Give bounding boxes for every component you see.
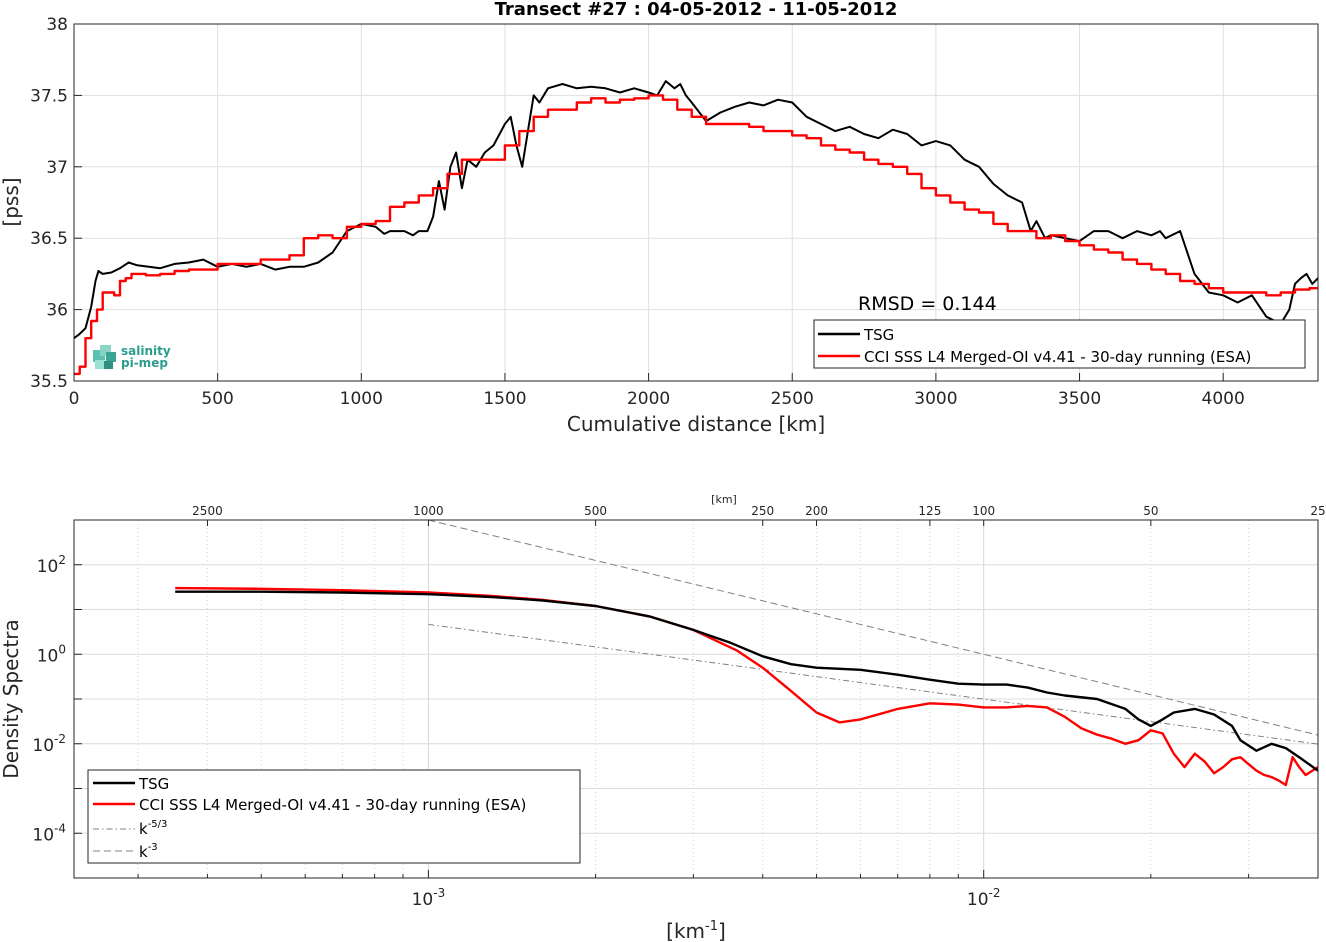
bottom-legend-box: [87, 769, 581, 864]
top-series-group: [73, 80, 1319, 376]
bottom-tick-label-y-base: 10: [37, 646, 59, 666]
top-tick-label-y: 36: [46, 301, 68, 321]
bottom-tick-label-x-base: 10: [412, 890, 434, 910]
bottom-tick-label-y: 10-2: [32, 732, 66, 756]
bottom-legend: TSG CCI SSS L4 Merged-OI v4.41 - 30-day …: [87, 769, 581, 864]
bottom-series-line-k53: [428, 623, 1318, 745]
bottom-top-tick-label: 125: [918, 504, 941, 518]
rmsd-annotation: RMSD = 0.144: [858, 293, 997, 315]
bottom-tick-label-x: 10-2: [967, 886, 1001, 910]
top-tick-label-x: 0: [69, 389, 80, 409]
bottom-tick-label-y-exp: 2: [58, 553, 66, 567]
top-plot-frame: [73, 23, 1319, 382]
top-tick-label-x: 500: [201, 389, 233, 409]
bottom-series-group: [175, 520, 1318, 787]
bottom-y-axis-label: Density Spectra: [0, 619, 23, 778]
bottom-tick-label-y-base: 10: [37, 557, 59, 577]
top-legend-label-cci: CCI SSS L4 Merged-OI v4.41 - 30-day runn…: [864, 348, 1251, 366]
bottom-legend-label-k3: k-3: [139, 842, 158, 861]
top-tick-label-x: 4000: [1202, 389, 1245, 409]
bottom-tick-label-x-exp: -3: [433, 886, 445, 900]
top-tick-label-y: 38: [46, 15, 68, 35]
bottom-top-tick-label: 2500: [192, 504, 223, 518]
bottom-top-tick-label: 100: [972, 504, 995, 518]
top-legend-label-tsg: TSG: [863, 326, 894, 344]
bottom-top-tick-label: 500: [584, 504, 607, 518]
top-x-axis-label: Cumulative distance [km]: [567, 412, 825, 436]
legend-k3-base: k: [139, 843, 148, 861]
bottom-legend-label-tsg: TSG: [138, 775, 169, 793]
bottom-tick-label-y: 102: [37, 553, 66, 577]
logo-cubes-icon: [93, 345, 116, 369]
top-chart: 0 500 1000 1500 2000 2500 3000 3500 4000 35.5 36 36…: [0, 0, 1319, 436]
bottom-tick-label-y: 100: [37, 642, 66, 666]
bottom-tick-label-y: 10-4: [32, 821, 66, 845]
salinity-pi-mep-logo: salinity pi-mep: [93, 344, 171, 370]
top-series-line-cci: [74, 94, 1318, 376]
bottom-top-tick-label: 25: [1310, 504, 1325, 518]
top-tick-label-x: 2000: [627, 389, 670, 409]
top-legend: TSG CCI SSS L4 Merged-OI v4.41 - 30-day …: [813, 319, 1306, 369]
bottom-x-axis-label-base: [km: [666, 919, 705, 942]
bottom-series-line-k3: [428, 520, 1318, 736]
legend-k3-sup: -3: [148, 842, 158, 853]
top-tick-label-x: 3000: [914, 389, 957, 409]
top-tick-label-y: 37: [46, 158, 68, 178]
legend-k53-base: k: [139, 820, 148, 838]
bottom-grid: [74, 520, 1318, 878]
top-tick-label-x: 1000: [340, 389, 383, 409]
bottom-series-line-tsg: [175, 590, 1318, 772]
bottom-tick-label-y-exp: -2: [54, 732, 66, 746]
top-ticks: 0 500 1000 1500 2000 2500 3000 3500 4000 35.5 36 36…: [30, 15, 1245, 409]
bottom-top-tick-label: 200: [805, 504, 828, 518]
bottom-tick-label-x-exp: -2: [989, 886, 1001, 900]
top-tick-label-x: 1500: [483, 389, 526, 409]
top-tick-label-y: 35.5: [30, 372, 68, 392]
logo-text-pi-mep: pi-mep: [121, 356, 168, 370]
bottom-legend-label-cci: CCI SSS L4 Merged-OI v4.41 - 30-day runn…: [139, 796, 526, 814]
top-tick-label-x: 2500: [771, 389, 814, 409]
bottom-tick-label-y-exp: -4: [54, 821, 66, 835]
bottom-tick-label-x-base: 10: [967, 890, 989, 910]
top-legend-box: [813, 319, 1306, 369]
top-tick-label-y: 37.5: [30, 86, 68, 106]
top-y-axis-label: [pss]: [0, 177, 23, 226]
top-tick-label-y: 36.5: [30, 229, 68, 249]
bottom-tick-label-y-base: 10: [32, 825, 54, 845]
bottom-tick-label-x: 10-3: [412, 886, 446, 910]
top-tick-label-x: 3500: [1058, 389, 1101, 409]
bottom-x-axis-label-tail: ]: [718, 919, 726, 942]
bottom-top-tick-label: 1000: [413, 504, 444, 518]
bottom-top-tick-label: 50: [1143, 504, 1158, 518]
bottom-x-axis-label: [km-1]: [666, 919, 726, 942]
legend-k53-sup: -5/3: [148, 819, 168, 830]
bottom-x-axis-label-sup: -1: [705, 919, 718, 934]
logo-text-salinity: salinity: [121, 344, 171, 358]
bottom-legend-label-k53: k-5/3: [139, 819, 167, 838]
bottom-top-tick-label: 250: [751, 504, 774, 518]
top-chart-title: Transect #27 : 04-05-2012 - 11-05-2012: [495, 0, 898, 20]
bottom-tick-label-y-base: 10: [32, 736, 54, 756]
bottom-tick-label-y-exp: 0: [58, 642, 66, 656]
bottom-top-axis-label: [km]: [711, 493, 737, 506]
